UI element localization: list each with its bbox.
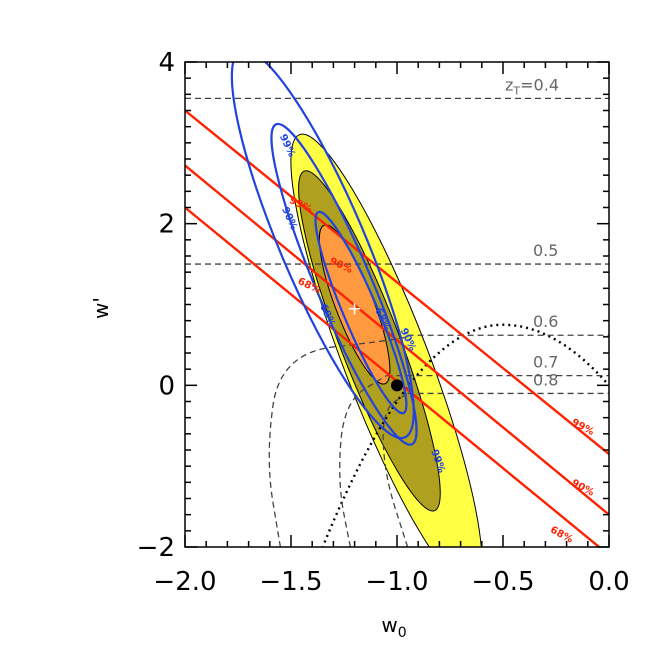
y-tick-label: 2	[158, 210, 175, 240]
dashed-curve-2	[382, 392, 409, 547]
red-label-90-b: 90%	[569, 478, 595, 499]
zt-label-2: 0.6	[533, 312, 558, 331]
red-line-90	[185, 164, 609, 516]
blue-contour-99	[230, 62, 415, 440]
y-tick-label: −2	[137, 533, 175, 563]
axis-labels: −2.0 −1.5 −1.0 −0.5 0.0 −2 0 2 4 zT=0.4 0.5 0.6 0.70…	[137, 48, 630, 597]
x-axis-title: w0	[381, 613, 406, 641]
x-tick-label: −1.0	[365, 567, 428, 597]
x-tick-label: −2.0	[153, 567, 216, 597]
best-fit-marker: +	[347, 299, 362, 320]
blue-contour-90	[270, 122, 418, 446]
zt-label-0: zT=0.4	[505, 75, 559, 97]
y-axis-title: w'	[89, 297, 113, 319]
zt-label-1: 0.5	[533, 241, 558, 260]
x-tick-label: 0.0	[588, 567, 629, 597]
dotted-curve	[321, 323, 609, 547]
red-label-99-b: 99%	[569, 417, 595, 438]
y-tick-label: 0	[158, 371, 175, 401]
x-tick-label: −1.5	[259, 567, 322, 597]
lcdm-point	[391, 379, 403, 392]
axis-ticks	[184, 61, 610, 548]
zt-label-3: 0.7	[533, 353, 558, 372]
plot-area: 99%90%68% 68%90%99%99%90%68%99%90%68%+	[185, 62, 609, 547]
dashed-curve-0	[268, 336, 408, 547]
dashed-curve-1	[339, 375, 387, 547]
red-line-99	[185, 109, 609, 455]
x-tick-label: −0.5	[471, 567, 534, 597]
y-tick-label: 4	[158, 48, 175, 78]
red-label-68-b: 68%	[548, 525, 574, 546]
blue-contour-68	[314, 210, 408, 415]
zt-label-4: 0.8	[533, 370, 558, 389]
